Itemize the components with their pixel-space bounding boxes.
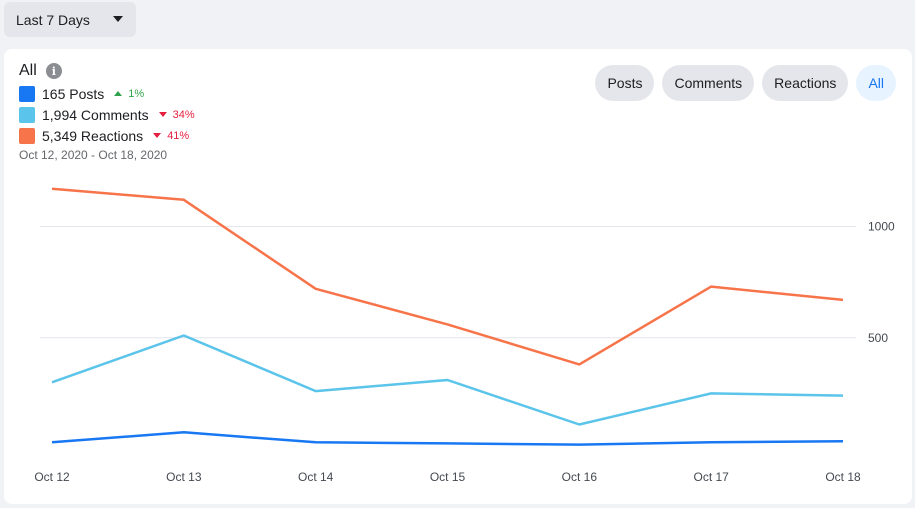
- legend-item-posts: 165 Posts 1%: [19, 83, 195, 104]
- series-line-comments[interactable]: [51, 334, 844, 426]
- caret-down-icon: [113, 16, 123, 22]
- x-tick-label: Oct 18: [825, 470, 861, 484]
- filter-tabs: Posts Comments Reactions All: [587, 65, 896, 101]
- x-tick-label: Oct 13: [166, 470, 202, 484]
- date-range-dropdown[interactable]: Last 7 Days: [4, 2, 136, 37]
- legend: 165 Posts 1% 1,994 Comments 34% 5,349 Re…: [19, 83, 195, 146]
- x-tick-label: Oct 16: [562, 470, 598, 484]
- arrow-up-icon: [114, 91, 123, 96]
- legend-label: 5,349 Reactions: [42, 127, 144, 144]
- date-range-dropdown-label: Last 7 Days: [16, 11, 90, 28]
- series-line-reactions[interactable]: [51, 187, 844, 366]
- trend-indicator: 34%: [158, 108, 195, 121]
- trend-indicator: 1%: [114, 88, 144, 100]
- legend-item-reactions: 5,349 Reactions 41%: [19, 125, 195, 146]
- legend-swatch: [19, 85, 35, 102]
- insights-card: All i 165 Posts 1% 1,994 Comments 34% 5,…: [4, 49, 912, 504]
- y-tick-label: 1000: [868, 220, 895, 234]
- legend-swatch: [19, 106, 35, 123]
- filter-posts-button[interactable]: Posts: [595, 65, 655, 101]
- filter-comments-button[interactable]: Comments: [662, 65, 755, 101]
- line-chart: 500 1000 Oct 12 Oct 13 Oct 14 Oct 15 Oct 16 Oct…: [34, 187, 895, 484]
- x-tick-label: Oct 14: [298, 470, 334, 484]
- trend-indicator: 41%: [153, 130, 189, 142]
- arrow-down-icon: [153, 133, 162, 138]
- card-title: All: [19, 62, 37, 79]
- legend-swatch: [19, 127, 35, 144]
- series-line-posts[interactable]: [51, 431, 844, 446]
- filter-reactions-button[interactable]: Reactions: [762, 65, 849, 101]
- x-tick-label: Oct 15: [430, 470, 466, 484]
- y-tick-label: 500: [868, 331, 888, 345]
- legend-label: 1,994 Comments: [42, 106, 149, 123]
- x-tick-label: Oct 17: [693, 470, 729, 484]
- trend-value: 41%: [167, 129, 190, 142]
- info-icon[interactable]: i: [45, 63, 62, 79]
- legend-item-comments: 1,994 Comments 34%: [19, 104, 195, 125]
- trend-value: 34%: [172, 108, 195, 121]
- legend-label: 165 Posts: [42, 85, 105, 102]
- date-range-text: Oct 12, 2020 - Oct 18, 2020: [19, 148, 168, 162]
- arrow-down-icon: [158, 112, 167, 117]
- filter-all-button[interactable]: All: [856, 65, 896, 101]
- trend-value: 1%: [128, 87, 145, 100]
- card-header: All i: [19, 62, 62, 80]
- x-tick-label: Oct 12: [34, 470, 70, 484]
